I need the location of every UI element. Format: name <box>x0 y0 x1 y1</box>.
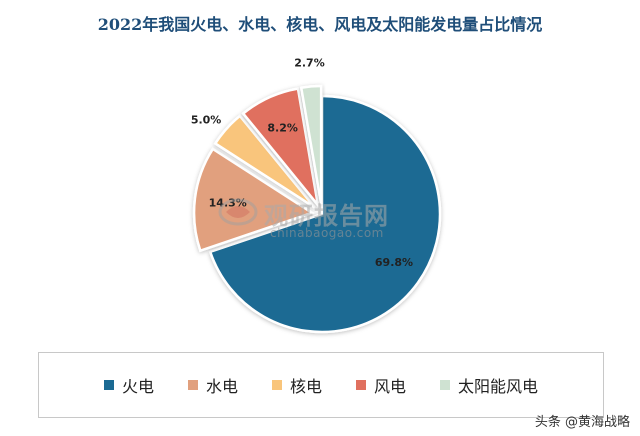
legend-item: 火电 <box>103 373 154 397</box>
pie-slice <box>213 114 316 209</box>
legend-item: 水电 <box>187 373 238 397</box>
legend-item: 风电 <box>356 373 406 397</box>
chart-title: 2022年我国火电、水电、核电、风电及太阳能发电量占比情况 <box>97 15 543 34</box>
watermark-en: chinabaogao.com <box>270 226 384 240</box>
legend-swatch <box>271 380 282 390</box>
legend-swatch <box>356 380 366 390</box>
pie-slice <box>192 147 315 253</box>
footer-credit: 头条 @黄海战略 <box>534 415 630 430</box>
legend-item: 核电 <box>271 373 322 397</box>
watermark-cn: 观研报告网 <box>264 202 389 230</box>
data-label: 8.2% <box>267 122 298 135</box>
legend-swatch <box>103 380 114 390</box>
data-label: 5.0% <box>191 113 222 126</box>
legend-label: 水电 <box>205 377 238 396</box>
data-label: 2.7% <box>294 57 325 70</box>
legend-label: 核电 <box>289 377 322 396</box>
watermark-logo-icon <box>218 198 258 226</box>
legend-swatch <box>440 380 451 390</box>
legend-item: 太阳能风电 <box>440 373 538 397</box>
pie-chart: 69.8%14.3%5.0%8.2%2.7% <box>191 57 442 334</box>
legend-swatch <box>187 380 198 390</box>
legend-label: 风电 <box>374 377 407 396</box>
legend: 火电 水电 核电 风电 太阳能风电 <box>38 352 604 418</box>
pie-slice <box>241 87 320 210</box>
pie-slice <box>208 94 442 334</box>
legend-label: 火电 <box>121 377 154 396</box>
pie-slice <box>299 84 323 205</box>
data-label: 69.8% <box>375 256 413 269</box>
legend-label: 太阳能风电 <box>458 377 539 396</box>
